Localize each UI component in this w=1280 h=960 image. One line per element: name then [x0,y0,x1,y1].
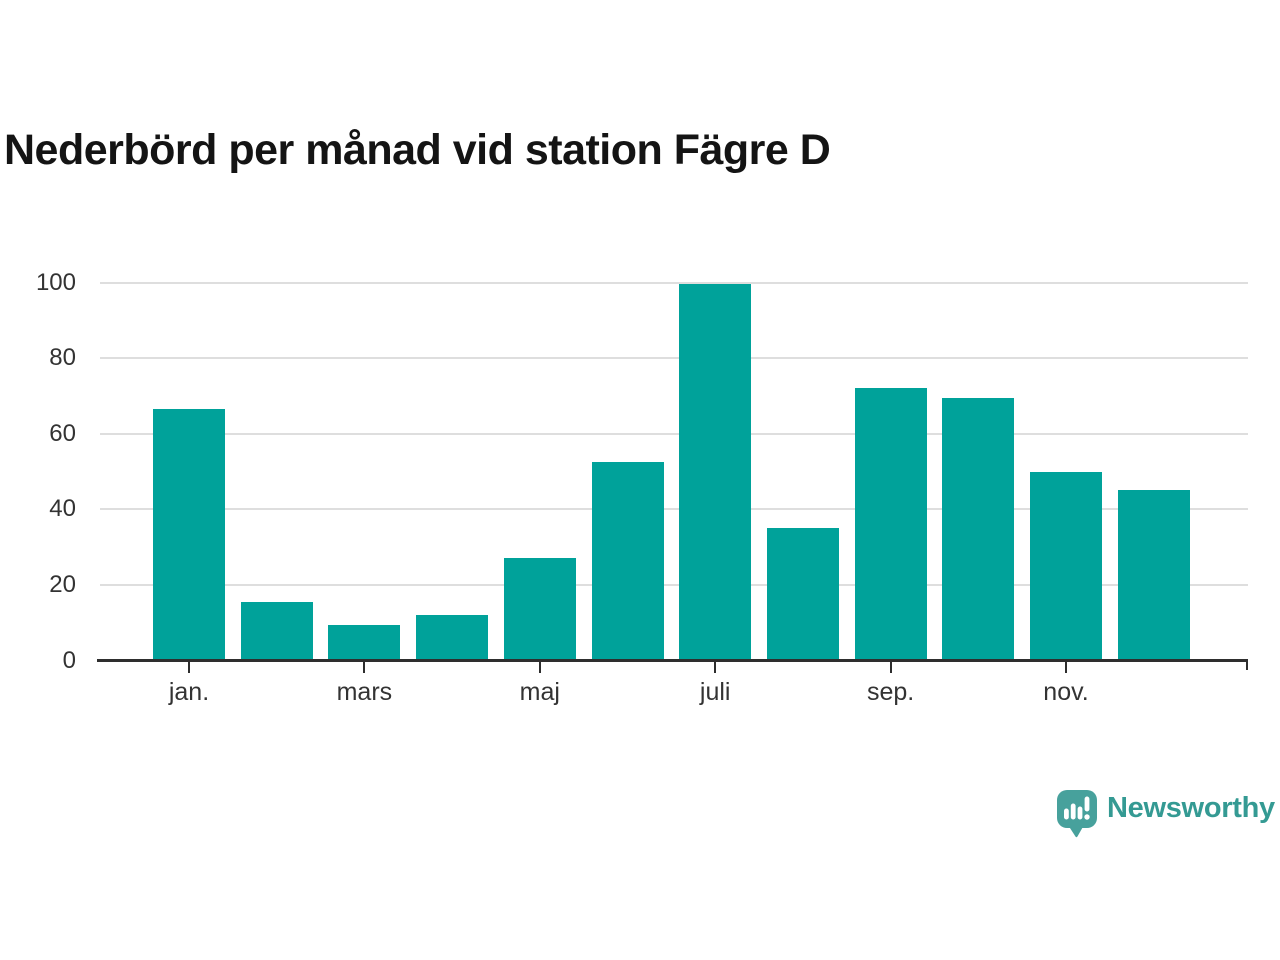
gridline-y-20 [100,583,1248,586]
x-axis-tick-nov [1065,662,1067,673]
x-axis-tick-maj [538,662,541,673]
gridline-y-80 [100,357,1248,360]
y-axis-tick-label-80: 80 [49,344,76,372]
bar-apr [416,615,489,661]
y-axis-tick-label-40: 40 [49,495,76,523]
x-axis-tick-mars [363,662,366,673]
y-axis-tick-label-60: 60 [49,419,76,447]
x-axis-tick-jan [188,662,190,673]
newsworthy-chart-bubble-icon [1057,790,1097,838]
bar-aug [766,528,839,661]
x-axis-tick-label-nov: nov. [1043,678,1089,706]
x-axis-tick-label-jan: jan. [168,678,210,706]
newsworthy-wordmark: Newsworthy [1107,792,1275,824]
bar-juli [679,284,752,661]
bar-nov [1030,471,1102,661]
newsworthy-logo: Newsworthy [1056,789,1275,839]
gridline-y-100 [100,281,1248,284]
bar-maj [503,558,576,661]
bar-feb [240,601,313,661]
x-axis-tick-label-maj: maj [519,678,560,706]
x-axis-end-tick [1246,659,1248,670]
y-axis-tick-label-0: 0 [62,646,76,674]
x-axis-tick-sep [889,662,892,673]
x-axis-tick-label-sep: sep. [866,678,915,706]
bar-dec [1117,490,1190,661]
x-axis-line [97,659,1248,662]
gridline-y-60 [100,432,1248,435]
bar-mars [328,624,401,661]
bar-juni [591,462,664,661]
x-axis-tick-label-mars: mars [336,678,393,706]
y-axis-tick-label-20: 20 [49,570,76,598]
bar-sep [854,388,927,661]
chart-title: Nederbörd per månad vid station Fägre D [4,126,831,174]
bar-jan [153,409,225,661]
x-axis-tick-juli [714,662,717,673]
y-axis-tick-label-100: 100 [35,268,76,296]
bar-okt [942,397,1015,661]
x-axis-tick-label-juli: juli [699,678,731,706]
gridline-y-40 [100,508,1248,511]
